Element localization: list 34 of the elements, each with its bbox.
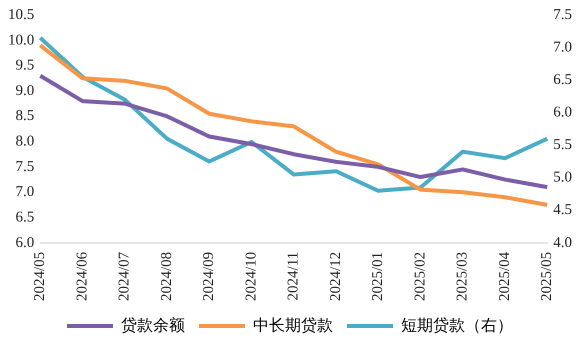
x-tick-label: 2025/01 (370, 252, 386, 302)
x-tick-label: 2024/06 (74, 251, 90, 302)
x-tick-label: 2024/09 (201, 252, 218, 302)
y2-tick-label: 5.0 (553, 170, 572, 186)
y-tick-label: 9.5 (16, 58, 34, 74)
y-tick-label: 7.5 (16, 158, 34, 175)
y-tick-label: 10.5 (8, 6, 34, 23)
x-tick-label: 2024/05 (32, 252, 48, 302)
y2-tick-label: 5.5 (553, 137, 572, 154)
x-tick-label: 2024/10 (243, 252, 260, 302)
x-tick-label: 2024/07 (116, 251, 133, 302)
y-tick-label: 9.0 (16, 82, 34, 99)
x-tick-label: 2024/08 (158, 252, 175, 302)
y-tick-label: 7.0 (16, 184, 34, 200)
y2-tick-label: 7.0 (553, 39, 572, 56)
legend-label: 贷款余额 (121, 316, 185, 334)
x-tick-label: 2025/05 (539, 252, 556, 302)
legend-label: 短期贷款（右） (401, 316, 513, 334)
y-tick-label: 8.0 (16, 134, 34, 150)
x-tick-label: 2024/12 (328, 252, 344, 302)
y2-tick-label: 4.0 (553, 234, 572, 251)
x-tick-label: 2025/02 (412, 252, 428, 302)
y2-tick-label: 4.5 (553, 202, 572, 218)
y-tick-label: 8.5 (16, 108, 34, 124)
x-tick-label: 2025/04 (496, 251, 513, 302)
x-tick-label: 2024/11 (286, 252, 302, 300)
y2-tick-label: 6.5 (553, 72, 572, 88)
y-tick-label: 10.0 (8, 32, 34, 48)
y-tick-label: 6.0 (16, 234, 34, 251)
y-tick-label: 6.5 (16, 209, 34, 226)
y2-tick-label: 7.5 (553, 6, 572, 23)
y2-tick-label: 6.0 (553, 104, 572, 121)
x-tick-label: 2025/03 (454, 252, 471, 302)
legend-label: 中长期贷款 (253, 316, 333, 334)
